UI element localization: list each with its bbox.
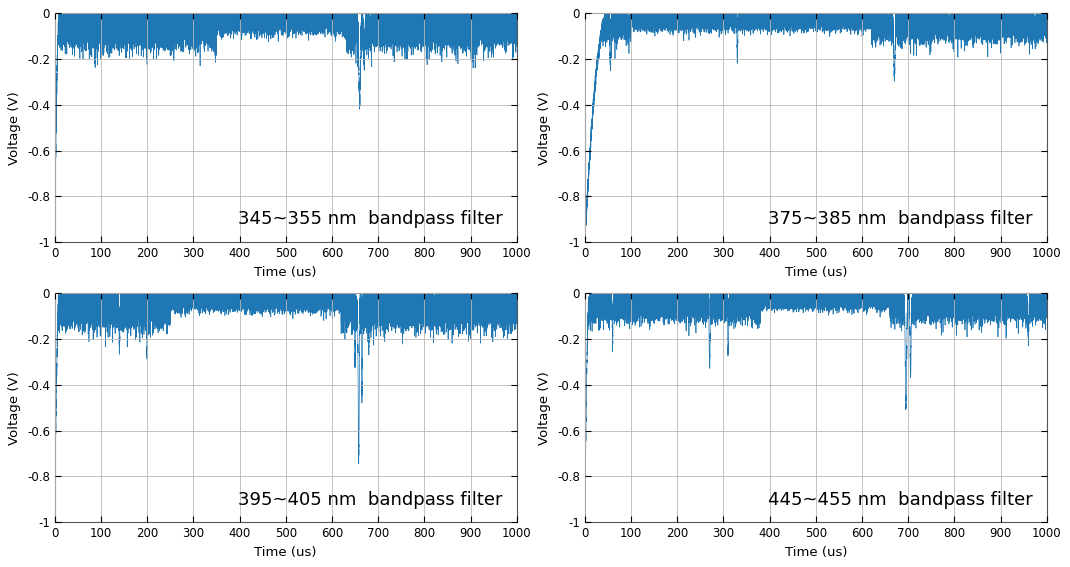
Text: 375~385 nm  bandpass filter: 375~385 nm bandpass filter [768, 210, 1033, 229]
Y-axis label: Voltage (V): Voltage (V) [538, 91, 551, 164]
X-axis label: Time (us): Time (us) [255, 265, 317, 278]
Y-axis label: Voltage (V): Voltage (V) [538, 371, 551, 445]
Text: 445~455 nm  bandpass filter: 445~455 nm bandpass filter [768, 490, 1033, 509]
X-axis label: Time (us): Time (us) [255, 545, 317, 558]
Text: 345~355 nm  bandpass filter: 345~355 nm bandpass filter [239, 210, 503, 229]
Y-axis label: Voltage (V): Voltage (V) [9, 91, 21, 164]
X-axis label: Time (us): Time (us) [784, 265, 847, 278]
Text: 395~405 nm  bandpass filter: 395~405 nm bandpass filter [239, 490, 503, 509]
Y-axis label: Voltage (V): Voltage (V) [9, 371, 21, 445]
X-axis label: Time (us): Time (us) [784, 545, 847, 558]
